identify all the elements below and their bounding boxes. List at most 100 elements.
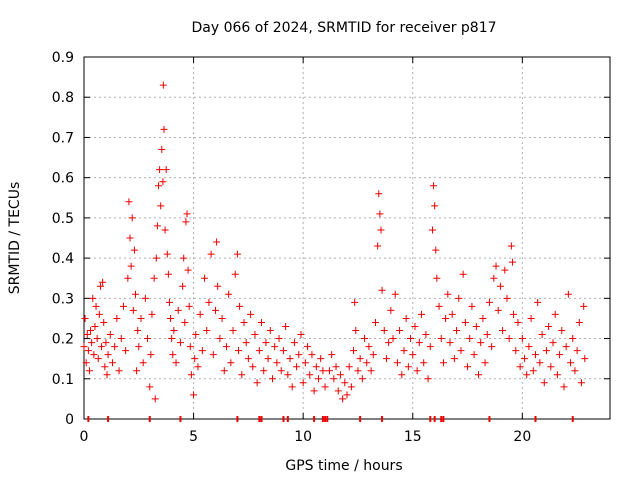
data-point [92, 302, 100, 310]
data-point [218, 314, 226, 322]
data-point [459, 270, 467, 278]
data-point [247, 310, 255, 318]
data-point [275, 335, 283, 343]
data-point [391, 290, 399, 298]
data-point [165, 298, 173, 306]
data-point [185, 302, 193, 310]
data-point [82, 359, 90, 367]
data-point [266, 327, 274, 335]
data-point [518, 335, 526, 343]
data-point [94, 355, 102, 363]
data-point [505, 335, 513, 343]
data-point [321, 383, 329, 391]
data-point [288, 383, 296, 391]
data-point [183, 210, 191, 218]
data-point [503, 294, 511, 302]
data-point [126, 234, 134, 242]
data-point [428, 226, 436, 234]
data-point [343, 391, 351, 399]
data-point [413, 367, 421, 375]
data-point [196, 310, 204, 318]
data-point [450, 355, 458, 363]
x-tick-label: 5 [189, 429, 198, 445]
data-point [249, 363, 257, 371]
x-tick-label: 15 [404, 429, 422, 445]
data-point [387, 306, 395, 314]
data-point [470, 351, 478, 359]
data-point [424, 375, 432, 383]
data-point [164, 270, 172, 278]
data-point [222, 343, 230, 351]
grid-lines [84, 57, 610, 419]
data-point [203, 327, 211, 335]
data-point [531, 351, 539, 359]
data-point [380, 327, 388, 335]
data-point [236, 302, 244, 310]
data-point [512, 347, 520, 355]
data-point [581, 355, 589, 363]
data-point [150, 274, 158, 282]
data-point [88, 339, 96, 347]
data-point [207, 250, 215, 258]
data-point [319, 367, 327, 375]
data-point [273, 359, 281, 367]
data-point [382, 355, 390, 363]
x-tick-label: 0 [80, 429, 89, 445]
data-point [525, 343, 533, 351]
data-point [290, 339, 298, 347]
data-point [242, 339, 250, 347]
data-point [227, 359, 235, 367]
data-point [104, 351, 112, 359]
y-tick-label: 0.4 [52, 251, 74, 267]
data-point [240, 318, 248, 326]
data-point [158, 146, 166, 154]
data-point [328, 351, 336, 359]
data-point [375, 190, 383, 198]
data-point [488, 343, 496, 351]
data-point [212, 306, 219, 314]
data-points [80, 81, 589, 403]
data-point [299, 379, 307, 387]
data-point [133, 367, 141, 375]
data-point [83, 331, 91, 339]
y-tick-label: 0.7 [52, 130, 74, 146]
data-point [229, 327, 237, 335]
data-point [81, 314, 89, 322]
data-point [262, 339, 270, 347]
data-point [496, 282, 504, 290]
data-point [295, 351, 303, 359]
data-point [352, 327, 360, 335]
data-point [330, 375, 338, 383]
data-point [553, 371, 561, 379]
data-point [332, 363, 340, 371]
data-point [293, 363, 301, 371]
data-point [297, 331, 305, 339]
data-point [180, 254, 188, 262]
data-point [369, 351, 377, 359]
data-point [169, 351, 177, 359]
data-point [233, 250, 241, 258]
data-point [400, 347, 408, 355]
data-point [457, 347, 465, 355]
data-point [156, 166, 164, 174]
data-point [385, 339, 393, 347]
data-point [523, 371, 531, 379]
data-point [418, 310, 426, 318]
data-point [220, 367, 228, 375]
data-point [521, 355, 529, 363]
data-point [85, 367, 93, 375]
data-point [420, 359, 428, 367]
data-point [182, 218, 190, 226]
data-point [409, 351, 417, 359]
data-point [132, 290, 140, 298]
data-point [113, 314, 121, 322]
data-point [475, 371, 482, 379]
data-point [144, 335, 152, 343]
data-point [170, 327, 178, 335]
data-point [155, 182, 163, 190]
data-point [448, 310, 456, 318]
data-point [91, 322, 99, 330]
data-point [461, 318, 469, 326]
data-point [279, 347, 287, 355]
data-point [238, 371, 246, 379]
